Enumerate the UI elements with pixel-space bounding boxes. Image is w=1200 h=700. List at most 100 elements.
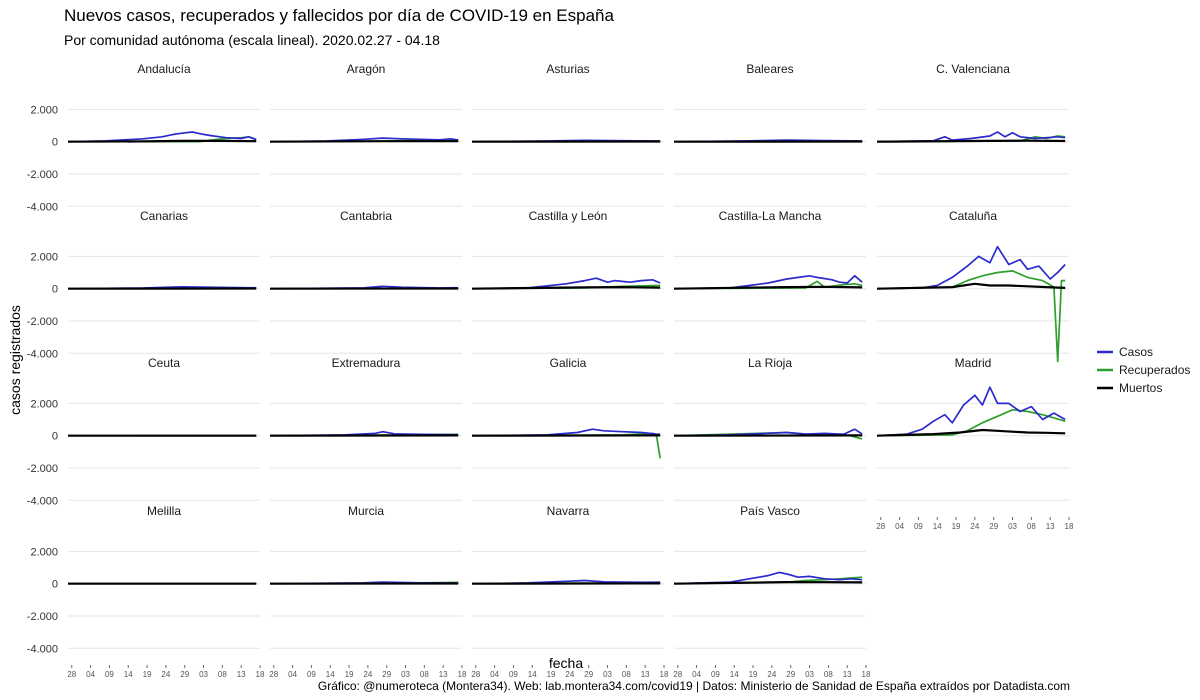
- x-tick-label: 19: [952, 522, 961, 531]
- facet-madrid: Madrid 28 04 09 14 19 24 29 03 08 13 18: [876, 356, 1074, 531]
- x-tick-label: 14: [326, 670, 335, 679]
- facet-galicia: Galicia: [471, 356, 664, 501]
- y-tick-label: 2.000: [30, 104, 58, 116]
- series-casos: [876, 245, 1066, 290]
- x-tick-label: 18: [1065, 522, 1074, 531]
- x-tick-label: 13: [843, 670, 852, 679]
- x-tick-label: 28: [67, 670, 76, 679]
- x-tick-label: 03: [1008, 522, 1017, 531]
- y-tick-label: -4.000: [27, 495, 58, 507]
- x-tick-label: 08: [622, 670, 631, 679]
- x-axis-label: fecha: [549, 655, 583, 671]
- facet-label: Canarias: [140, 209, 188, 223]
- facet-navarra: Navarra 28 04 09 14 19 24 29 03 08 13 18: [471, 504, 669, 679]
- x-tick-label: 24: [363, 670, 372, 679]
- series-casos: [876, 131, 1066, 143]
- x-tick-label: 13: [1046, 522, 1055, 531]
- x-tick-label: 13: [641, 670, 650, 679]
- y-tick-label: 2.000: [30, 398, 58, 410]
- series-muertos: [673, 285, 863, 290]
- series-muertos: [876, 282, 1066, 290]
- x-tick-label: 03: [805, 670, 814, 679]
- legend-label-muertos: Muertos: [1119, 381, 1162, 395]
- x-tick-label: 04: [288, 670, 297, 679]
- facet-baleares: Baleares: [673, 62, 866, 207]
- series-recuperados: [471, 432, 662, 459]
- facet-label: Castilla y León: [529, 209, 608, 223]
- series-casos: [673, 274, 863, 290]
- y-tick-label: 0: [52, 431, 58, 443]
- x-tick-label: 03: [603, 670, 612, 679]
- x-tick-label: 04: [490, 670, 499, 679]
- facet-label: Melilla: [147, 504, 181, 518]
- x-tick-label: 19: [749, 670, 758, 679]
- facet-la-rioja: La Rioja: [673, 356, 866, 501]
- facet-label: Asturias: [546, 62, 589, 76]
- x-tick-label: 09: [914, 522, 923, 531]
- facet-c-valenciana: C. Valenciana: [876, 62, 1069, 207]
- chart-subtitle: Por comunidad autónoma (escala lineal). …: [64, 32, 440, 48]
- facet-cataluña: Cataluña: [876, 209, 1069, 363]
- series-muertos: [269, 140, 459, 143]
- x-tick-label: 28: [471, 670, 480, 679]
- facet-asturias: Asturias: [471, 62, 664, 207]
- x-tick-label: 24: [565, 670, 574, 679]
- facet-castilla-y-león: Castilla y León: [471, 209, 664, 354]
- x-tick-label: 09: [307, 670, 316, 679]
- y-tick-label: -2.000: [27, 611, 58, 623]
- facet-label: Aragón: [347, 62, 386, 76]
- x-tick-label: 29: [786, 670, 795, 679]
- facet-label: Navarra: [547, 504, 590, 518]
- chart-caption: Gráfico: @numeroteca (Montera34). Web: l…: [318, 679, 1070, 693]
- facet-label: Madrid: [955, 356, 992, 370]
- series-muertos: [876, 139, 1066, 143]
- panels-group: Andalucía 2.000 0 -2.000 -4.000 Aragón Asturia…: [27, 62, 1074, 679]
- x-tick-label: 18: [458, 670, 467, 679]
- x-tick-label: 24: [970, 522, 979, 531]
- y-tick-label: 2.000: [30, 546, 58, 558]
- facet-canarias: Canarias 2.000 0 -2.000 -4.000: [27, 209, 260, 360]
- facet-cantabria: Cantabria: [269, 209, 462, 354]
- x-tick-label: 24: [161, 670, 170, 679]
- series-muertos: [876, 428, 1066, 437]
- x-tick-label: 04: [86, 670, 95, 679]
- x-tick-label: 29: [382, 670, 391, 679]
- x-tick-label: 19: [547, 670, 556, 679]
- y-tick-label: -2.000: [27, 316, 58, 328]
- facet-label: País Vasco: [740, 504, 800, 518]
- x-tick-label: 14: [528, 670, 537, 679]
- x-tick-label: 18: [862, 670, 871, 679]
- series-muertos: [673, 580, 863, 585]
- facet-extremadura: Extremadura: [269, 356, 462, 501]
- series-muertos: [67, 139, 257, 143]
- x-tick-label: 14: [933, 522, 942, 531]
- facet-label: Cantabria: [340, 209, 392, 223]
- facet-label: La Rioja: [748, 356, 792, 370]
- facet-andalucía: Andalucía 2.000 0 -2.000 -4.000: [27, 62, 260, 213]
- x-tick-label: 29: [584, 670, 593, 679]
- facet-label: Extremadura: [332, 356, 401, 370]
- legend: Casos Recuperados Muertos: [1097, 345, 1190, 395]
- y-tick-label: -2.000: [27, 463, 58, 475]
- x-tick-label: 03: [401, 670, 410, 679]
- x-tick-label: 09: [105, 670, 114, 679]
- x-tick-label: 19: [345, 670, 354, 679]
- facet-país-vasco: País Vasco 28 04 09 14 19 24 29 03 08 13 18: [673, 504, 871, 679]
- facet-ceuta: Ceuta 2.000 0 -2.000 -4.000: [27, 356, 260, 507]
- chart-title: Nuevos casos, recuperados y fallecidos p…: [64, 6, 615, 25]
- x-tick-label: 29: [180, 670, 189, 679]
- x-tick-label: 09: [711, 670, 720, 679]
- x-tick-label: 28: [673, 670, 682, 679]
- facet-label: Castilla-La Mancha: [719, 209, 822, 223]
- x-tick-label: 19: [143, 670, 152, 679]
- x-tick-label: 08: [420, 670, 429, 679]
- legend-label-recuperados: Recuperados: [1119, 363, 1190, 377]
- facet-label: Cataluña: [949, 209, 997, 223]
- x-tick-label: 04: [692, 670, 701, 679]
- x-tick-label: 09: [509, 670, 518, 679]
- x-tick-label: 08: [1027, 522, 1036, 531]
- facet-melilla: Melilla 2.000 0 -2.000 -4.000 28 04 09 14 19 24 29 0…: [27, 504, 265, 679]
- series-casos: [673, 428, 863, 437]
- x-tick-label: 13: [439, 670, 448, 679]
- series-casos: [876, 386, 1066, 437]
